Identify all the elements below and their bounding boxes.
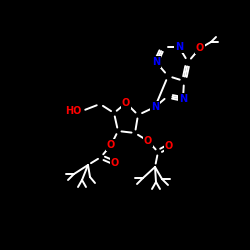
Text: N: N: [175, 42, 183, 52]
Text: O: O: [144, 136, 152, 146]
Text: O: O: [111, 158, 119, 168]
Text: HO: HO: [66, 106, 82, 116]
Text: N: N: [179, 94, 187, 104]
Text: O: O: [122, 98, 130, 108]
Text: N: N: [151, 102, 159, 112]
Text: N: N: [152, 57, 160, 67]
Text: O: O: [107, 140, 115, 150]
Text: O: O: [165, 141, 173, 151]
Text: O: O: [196, 43, 204, 53]
